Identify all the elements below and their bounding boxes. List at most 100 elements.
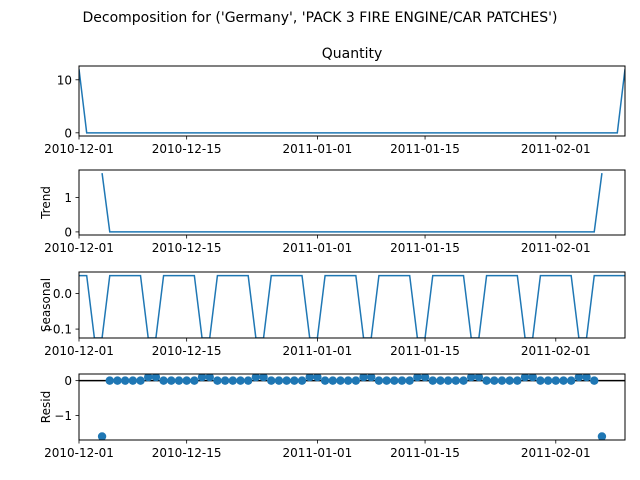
resid-point bbox=[420, 374, 430, 382]
x-tick-label: 2011-02-01 bbox=[521, 241, 591, 255]
resid-point bbox=[543, 376, 553, 385]
resid-point bbox=[128, 376, 138, 385]
resid-point bbox=[597, 432, 607, 440]
resid-point bbox=[536, 376, 545, 385]
x-tick-label: 2010-12-01 bbox=[44, 241, 114, 255]
x-tick-label: 2010-12-01 bbox=[44, 344, 114, 358]
resid-point bbox=[167, 376, 176, 385]
series-line bbox=[79, 69, 625, 134]
y-tick-label: 0 bbox=[64, 126, 72, 140]
x-tick-label: 2011-01-15 bbox=[390, 142, 460, 156]
axes-frame bbox=[78, 65, 626, 137]
panel-1: 0 10 2010-12-01 2010-12-15 2011-01-01 2011-01… bbox=[44, 46, 626, 156]
resid-point bbox=[490, 376, 499, 385]
resid-point bbox=[105, 376, 114, 385]
resid-point bbox=[236, 376, 245, 385]
x-tick-label: 2011-01-01 bbox=[283, 142, 353, 156]
axes-frame bbox=[78, 271, 626, 339]
resid-point bbox=[305, 374, 314, 382]
resid-point bbox=[205, 374, 214, 382]
y-axis-label: Seasonal bbox=[39, 278, 53, 332]
resid-point bbox=[251, 374, 261, 382]
x-tick-label: 2011-01-15 bbox=[390, 241, 460, 255]
resid-point bbox=[220, 376, 230, 385]
resid-point bbox=[505, 376, 514, 385]
resid-point bbox=[397, 376, 407, 385]
resid-point bbox=[267, 376, 276, 385]
plot-area bbox=[101, 173, 603, 233]
resid-point bbox=[451, 376, 461, 385]
resid-point bbox=[351, 376, 361, 385]
resid-point bbox=[574, 374, 584, 382]
resid-point bbox=[382, 376, 391, 385]
axes-frame bbox=[78, 373, 626, 441]
resid-point bbox=[436, 376, 445, 385]
resid-point bbox=[151, 374, 161, 382]
y-axis-label: Resid bbox=[39, 391, 53, 423]
resid-point bbox=[459, 376, 468, 385]
x-tick-label: 2011-01-15 bbox=[390, 446, 460, 460]
resid-point bbox=[136, 376, 145, 385]
resid-point bbox=[290, 376, 299, 385]
resid-point bbox=[405, 376, 414, 385]
plot-area bbox=[79, 69, 625, 134]
resid-point bbox=[559, 376, 568, 385]
y-tick-label: 0 bbox=[64, 374, 72, 388]
resid-point bbox=[213, 376, 222, 385]
resid-point bbox=[243, 376, 253, 385]
y-tick-label: −0.1 bbox=[43, 323, 72, 337]
resid-point bbox=[159, 376, 168, 385]
resid-point bbox=[328, 376, 337, 385]
resid-point bbox=[359, 374, 368, 382]
x-tick-label: 2011-02-01 bbox=[521, 142, 591, 156]
resid-point bbox=[190, 376, 199, 385]
resid-point bbox=[282, 376, 291, 385]
y-tick-label: 0 bbox=[64, 225, 72, 239]
resid-point bbox=[374, 376, 384, 385]
y-tick-label: 0.0 bbox=[53, 287, 72, 301]
x-tick-label: 2010-12-15 bbox=[152, 344, 222, 358]
y-tick-label: 1 bbox=[64, 191, 72, 205]
resid-point bbox=[443, 376, 453, 385]
x-tick-label: 2010-12-15 bbox=[152, 142, 222, 156]
resid-point bbox=[336, 376, 345, 385]
resid-point bbox=[474, 374, 484, 382]
resid-point bbox=[120, 376, 130, 385]
resid-point bbox=[520, 374, 530, 382]
resid-point bbox=[313, 374, 322, 382]
resid-point bbox=[113, 376, 122, 385]
resid-point bbox=[528, 374, 537, 382]
resid-point bbox=[428, 376, 437, 385]
resid-point bbox=[343, 376, 353, 385]
panel-2: 0 1 2010-12-01 2010-12-15 2011-01-01 2011-01-… bbox=[39, 169, 626, 255]
x-tick-label: 2010-12-15 bbox=[152, 241, 222, 255]
resid-point bbox=[413, 374, 422, 382]
resid-point bbox=[482, 376, 491, 385]
resid-point bbox=[467, 374, 476, 382]
y-tick-label: 10 bbox=[57, 73, 72, 87]
resid-point bbox=[297, 376, 307, 385]
resid-point bbox=[174, 376, 184, 385]
x-tick-label: 2011-01-01 bbox=[283, 446, 353, 460]
resid-point bbox=[144, 374, 153, 382]
resid-point bbox=[97, 432, 107, 440]
y-tick-label: −1 bbox=[54, 409, 72, 423]
resid-point bbox=[228, 376, 237, 385]
plot-area bbox=[79, 374, 625, 440]
x-tick-label: 2010-12-01 bbox=[44, 446, 114, 460]
figure-suptitle: Decomposition for ('Germany', 'PACK 3 FI… bbox=[83, 10, 558, 26]
resid-point bbox=[497, 376, 507, 385]
resid-point bbox=[551, 376, 560, 385]
resid-point bbox=[367, 374, 376, 382]
resid-point bbox=[259, 374, 268, 382]
x-tick-label: 2011-01-01 bbox=[283, 241, 353, 255]
resid-point bbox=[582, 374, 591, 382]
panel-title: Quantity bbox=[322, 46, 383, 62]
resid-point bbox=[566, 376, 576, 385]
plot-area bbox=[79, 274, 625, 338]
x-tick-label: 2011-01-15 bbox=[390, 344, 460, 358]
resid-point bbox=[182, 376, 191, 385]
